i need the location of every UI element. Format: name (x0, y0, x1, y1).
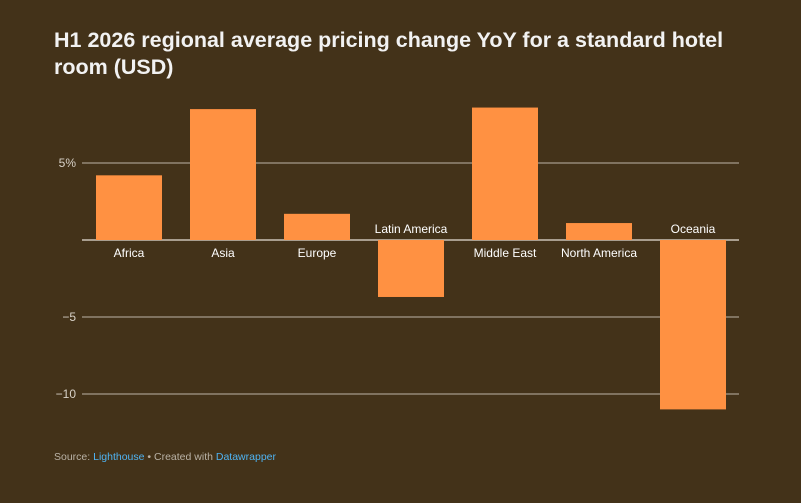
category-label: Latin America (375, 222, 448, 236)
bar-latin-america (378, 240, 444, 297)
footer-separator: • Created with (144, 451, 216, 463)
category-label: Asia (211, 246, 235, 260)
category-label: Africa (114, 246, 145, 260)
footer: Source: Lighthouse • Created with Datawr… (54, 451, 276, 463)
category-label: North America (561, 246, 637, 260)
y-tick-label: −10 (56, 387, 77, 401)
y-tick-label: 5% (59, 156, 77, 170)
source-prefix: Source: (54, 451, 91, 463)
bar-asia (190, 109, 256, 240)
bar-africa (96, 175, 162, 240)
category-label: Oceania (671, 222, 716, 236)
source-link[interactable]: Lighthouse (93, 451, 145, 463)
category-label: Europe (298, 246, 337, 260)
bar-middle-east (472, 107, 538, 240)
category-label: Middle East (474, 246, 537, 260)
y-tick-label: −5 (62, 310, 76, 324)
chart-title: H1 2026 regional average pricing change … (54, 28, 724, 79)
datawrapper-link[interactable]: Datawrapper (215, 451, 276, 463)
bar-north-america (566, 223, 632, 240)
bar-europe (284, 213, 350, 240)
bar-oceania (660, 240, 726, 410)
